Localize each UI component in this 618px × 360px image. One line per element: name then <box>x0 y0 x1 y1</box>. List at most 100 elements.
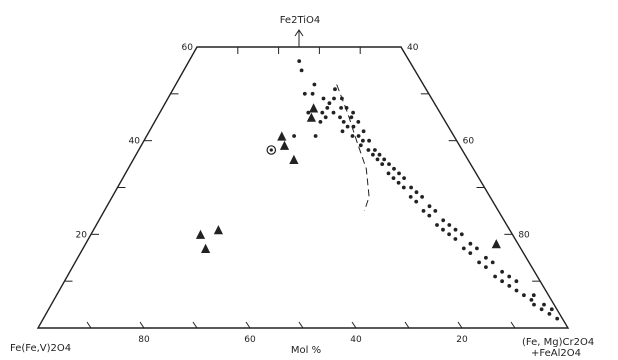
dot-point <box>297 59 302 63</box>
dot-point <box>323 115 328 120</box>
dot-point <box>500 279 504 284</box>
triangle-point <box>289 154 299 164</box>
dot-point <box>549 307 554 312</box>
dot-point <box>435 223 439 227</box>
triangle-point <box>309 103 319 113</box>
dot-point <box>441 227 445 232</box>
dot-point <box>299 68 304 73</box>
dot-point <box>312 82 317 87</box>
triangle-point <box>279 140 290 150</box>
axis-label: Mol % <box>291 345 321 356</box>
dot-point <box>396 180 401 185</box>
dot-point <box>361 129 366 134</box>
dot-point <box>433 209 438 213</box>
dot-point <box>414 190 419 195</box>
dot-point <box>397 171 401 176</box>
dot-point <box>514 288 519 293</box>
boundary-curve-layer <box>336 84 370 212</box>
dot-point <box>401 185 406 190</box>
dot-point <box>459 232 464 237</box>
dot-point <box>377 152 382 157</box>
dot-point <box>351 110 355 115</box>
dot-point <box>447 223 452 227</box>
dot-point <box>345 124 350 129</box>
triangle-point <box>213 225 223 235</box>
bottom-tick-8 <box>457 321 463 329</box>
triangle-point <box>306 112 316 122</box>
dot-point <box>292 134 296 138</box>
dot-point <box>358 143 363 148</box>
dot-point <box>340 96 344 101</box>
dot-point <box>507 274 512 279</box>
dot-point <box>387 162 391 167</box>
dot-point <box>392 166 396 171</box>
dot-point <box>542 302 546 307</box>
dot-point <box>333 87 337 92</box>
dot-point <box>421 209 426 213</box>
dot-point <box>468 251 473 256</box>
dot-point <box>408 195 413 199</box>
dot-point <box>371 152 375 157</box>
dot-point <box>477 260 481 265</box>
dot-point <box>447 232 451 237</box>
data-points <box>195 59 560 321</box>
left-corner-label: Fe(Fe,V)2O4 <box>10 343 71 354</box>
bottom-tick-2 <box>139 321 145 329</box>
dot-point <box>356 120 361 124</box>
dot-point <box>338 115 342 120</box>
dot-point <box>453 227 458 232</box>
dot-point <box>420 195 424 199</box>
dot-point <box>380 162 385 167</box>
dot-point <box>327 101 332 106</box>
dot-point <box>341 120 346 124</box>
dot-point <box>514 279 519 284</box>
dot-point <box>310 91 315 96</box>
dot-point <box>306 110 311 115</box>
dot-point <box>475 246 479 251</box>
labels: 80 60 40 20 60 40 20 40 60 80 Fe2TiO4 Fe… <box>10 15 594 359</box>
dot-point <box>490 260 495 265</box>
dot-point <box>409 185 413 190</box>
bottom-tick-4 <box>245 321 251 329</box>
dot-point <box>532 302 536 307</box>
dot-point <box>441 218 446 223</box>
dot-point <box>468 241 473 246</box>
tick-marks <box>64 47 541 329</box>
triangle-point <box>195 229 206 239</box>
bottom-tick-9 <box>510 321 516 329</box>
dot-point <box>361 138 365 143</box>
dot-point <box>484 255 488 260</box>
top-corner-label: Fe2TiO4 <box>280 15 321 26</box>
dot-point <box>302 91 307 96</box>
right-corner-label-line-2: +FeAl2O4 <box>531 348 581 359</box>
dot-point <box>453 237 458 241</box>
dot-point <box>321 96 326 101</box>
bottom-tick-6 <box>351 321 357 329</box>
bottom-tick-5 <box>298 321 304 329</box>
dot-point <box>427 213 432 218</box>
dot-point <box>367 138 371 143</box>
dot-point <box>461 246 466 251</box>
bottom-tick-3 <box>192 321 198 329</box>
bottom-tick-label-40: 40 <box>350 335 362 345</box>
dot-point <box>313 134 318 138</box>
dot-point <box>531 293 536 298</box>
right-tick-label-60: 60 <box>463 137 475 147</box>
dot-point <box>318 120 323 124</box>
dot-point <box>366 148 371 152</box>
dot-point <box>500 269 504 274</box>
bottom-tick-label-60: 60 <box>244 335 256 345</box>
dot-point <box>340 129 345 134</box>
dot-point <box>386 171 391 176</box>
circled-dot-center <box>269 148 273 152</box>
dot-point <box>507 284 512 288</box>
dot-point <box>373 148 377 152</box>
top-arrow-icon <box>294 29 304 47</box>
right-tick-label-40: 40 <box>407 43 419 53</box>
dot-point <box>391 176 396 181</box>
dot-point <box>339 106 343 110</box>
dot-point <box>351 124 356 129</box>
bottom-tick-label-20: 20 <box>456 335 468 345</box>
triangle-point <box>277 131 287 141</box>
